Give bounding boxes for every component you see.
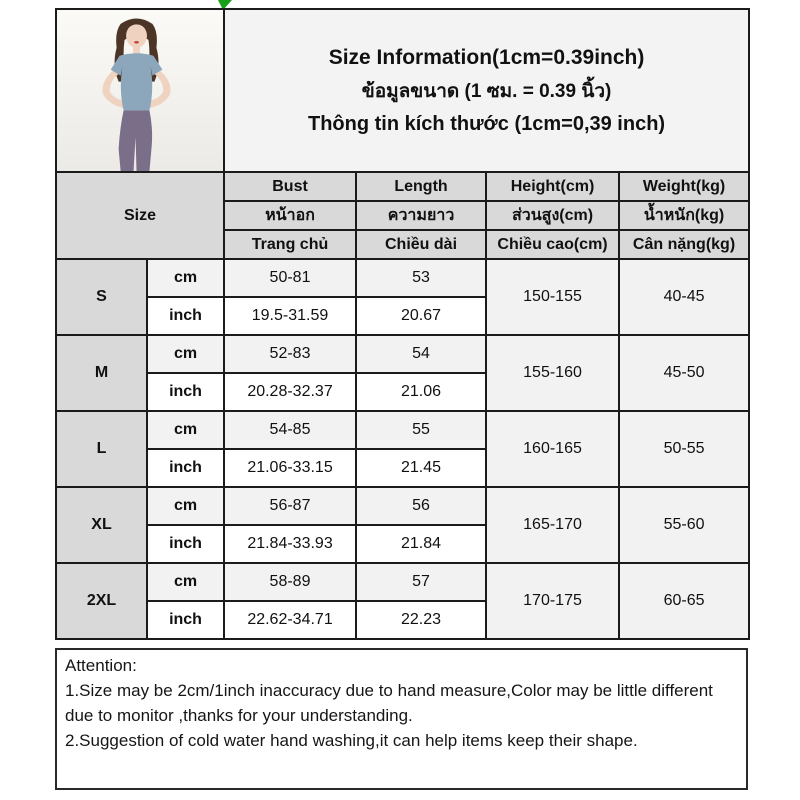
cell-l-unit-cm: cm [145, 410, 226, 451]
cell-m-unit-cm: cm [145, 334, 226, 375]
green-corner-marker-icon [218, 0, 232, 10]
cell-2xl-weight: 60-65 [618, 562, 751, 641]
cell-s-weight: 40-45 [618, 258, 751, 337]
cell-xl-weight: 55-60 [618, 486, 751, 565]
cell-l-height: 160-165 [485, 410, 621, 489]
cell-size-2xl: 2XL [55, 562, 148, 641]
cell-xl-bust-inch: 21.84-33.93 [223, 524, 358, 565]
cell-2xl-length-cm: 57 [355, 562, 488, 603]
cell-l-length-inch: 21.45 [355, 448, 488, 489]
model-hair [114, 18, 159, 82]
model-bangs [125, 21, 148, 31]
cell-2xl-unit-inch: inch [145, 600, 226, 641]
cell-l-bust-cm: 54-85 [223, 410, 358, 451]
header-length-en: Length [355, 171, 488, 203]
cell-xl-height: 165-170 [485, 486, 621, 565]
cell-m-weight: 45-50 [618, 334, 751, 413]
header-height-vi: Chiều cao(cm) [485, 229, 621, 261]
model-photo-cell [54, 7, 226, 174]
attention-heading: Attention: [65, 656, 137, 675]
model-right-arm [146, 67, 171, 109]
model-photo [58, 11, 223, 171]
cell-m-bust-cm: 52-83 [223, 334, 358, 375]
title-thai: ข้อมูลขนาด (1 ซม. = 0.39 นิ้ว) [361, 80, 612, 102]
header-size: Size [54, 171, 226, 261]
cell-xl-bust-cm: 56-87 [223, 486, 358, 527]
cell-s-length-cm: 53 [355, 258, 488, 299]
size-table: Size Information(1cm=0.39inch) ข้อมูลขนา… [54, 7, 751, 641]
attention-note-2: 2.Suggestion of cold water hand washing,… [65, 731, 638, 750]
cell-s-unit-inch: inch [145, 296, 226, 337]
cell-s-length-inch: 20.67 [355, 296, 488, 337]
cell-l-bust-inch: 21.06-33.15 [223, 448, 358, 489]
header-bust-vi: Trang chủ [223, 229, 358, 261]
header-height-th: ส่วนสูง(cm) [485, 200, 621, 232]
cell-xl-length-inch: 21.84 [355, 524, 488, 565]
cell-l-weight: 50-55 [618, 410, 751, 489]
cell-s-bust-inch: 19.5-31.59 [223, 296, 358, 337]
cell-2xl-length-inch: 22.23 [355, 600, 488, 641]
cell-s-bust-cm: 50-81 [223, 258, 358, 299]
cell-2xl-bust-inch: 22.62-34.71 [223, 600, 358, 641]
cell-size-xl: XL [55, 486, 148, 565]
header-height-en: Height(cm) [485, 171, 621, 203]
model-neck [133, 44, 141, 56]
model-leggings [118, 110, 153, 171]
header-bust-en: Bust [223, 171, 358, 203]
header-bust-th: หน้าอก [223, 200, 358, 232]
model-lips [134, 41, 139, 44]
green-corner-triangle [218, 0, 232, 10]
header-weight-en: Weight(kg) [618, 171, 751, 203]
title-english: Size Information(1cm=0.39inch) [328, 45, 645, 69]
cell-s-height: 150-155 [485, 258, 621, 337]
header-weight-vi: Cân nặng(kg) [618, 229, 751, 261]
cell-s-unit-cm: cm [145, 258, 226, 299]
cell-m-height: 155-160 [485, 334, 621, 413]
cell-xl-length-cm: 56 [355, 486, 488, 527]
model-left-arm [102, 67, 127, 109]
cell-size-l: L [55, 410, 148, 489]
header-length-th: ความยาว [355, 200, 488, 232]
header-weight-th: น้ำหนัก(kg) [618, 200, 751, 232]
cell-m-length-inch: 21.06 [355, 372, 488, 413]
cell-2xl-unit-cm: cm [145, 562, 226, 603]
cell-2xl-bust-cm: 58-89 [223, 562, 358, 603]
title-cell: Size Information(1cm=0.39inch) ข้อมูลขนา… [223, 7, 751, 174]
cell-size-m: M [55, 334, 148, 413]
cell-xl-unit-inch: inch [145, 524, 226, 565]
cell-l-length-cm: 55 [355, 410, 488, 451]
cell-m-length-cm: 54 [355, 334, 488, 375]
cell-size-s: S [55, 258, 148, 337]
cell-2xl-height: 170-175 [485, 562, 621, 641]
header-length-vi: Chiều dài [355, 229, 488, 261]
cell-m-bust-inch: 20.28-32.37 [223, 372, 358, 413]
attention-box: Attention: 1.Size may be 2cm/1inch inacc… [55, 648, 748, 790]
attention-note-1: 1.Size may be 2cm/1inch inaccuracy due t… [65, 681, 713, 725]
cell-m-unit-inch: inch [145, 372, 226, 413]
model-top-garment [110, 53, 163, 111]
cell-l-unit-inch: inch [145, 448, 226, 489]
model-face [126, 23, 147, 48]
cell-xl-unit-cm: cm [145, 486, 226, 527]
title-vietnamese: Thông tin kích thước (1cm=0,39 inch) [307, 112, 666, 135]
